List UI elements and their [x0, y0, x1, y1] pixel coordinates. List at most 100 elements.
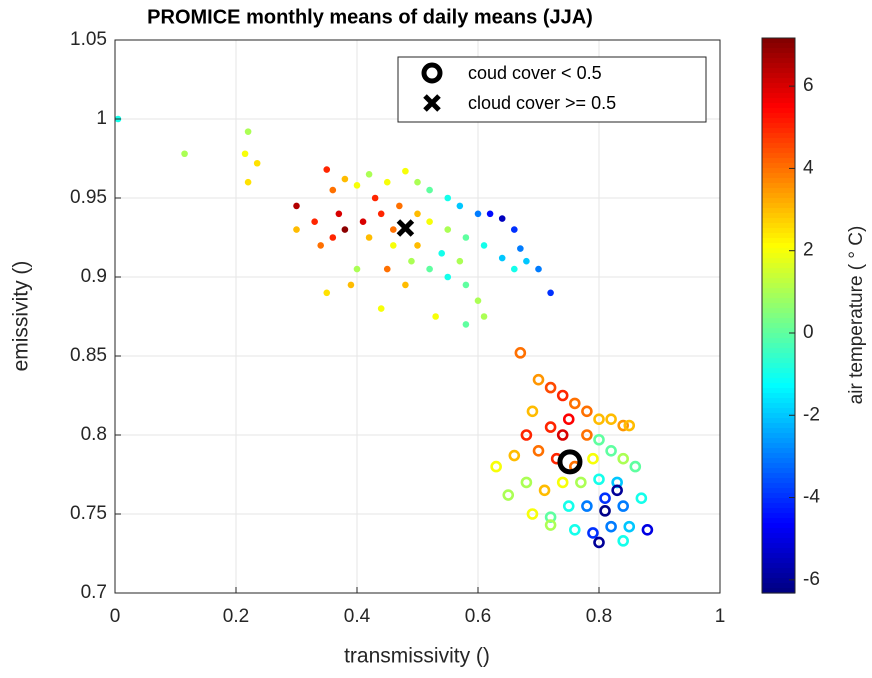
- point: [526, 405, 539, 418]
- point: [414, 178, 421, 186]
- plot-area: [115, 40, 720, 593]
- colorbar-swatch: [762, 168, 795, 174]
- colorbar-swatch: [762, 313, 795, 319]
- point: [456, 202, 464, 210]
- colorbar-swatch: [762, 273, 795, 279]
- colorbar-swatch: [762, 258, 795, 264]
- point: [353, 265, 361, 273]
- colorbar-tick-label: 2: [803, 240, 814, 261]
- colorbar-swatch: [762, 463, 795, 469]
- colorbar-swatch: [762, 408, 795, 414]
- colorbar-swatch: [762, 293, 795, 299]
- colorbar-swatch: [762, 468, 795, 474]
- colorbar-swatch: [762, 568, 795, 574]
- colorbar-swatch: [762, 528, 795, 534]
- colorbar-swatch: [762, 403, 795, 409]
- colorbar-swatch: [762, 543, 795, 549]
- point: [544, 421, 557, 433]
- point: [432, 313, 439, 320]
- colorbar-swatch: [762, 523, 795, 529]
- point: [396, 202, 403, 210]
- point: [568, 397, 581, 410]
- point: [623, 520, 636, 533]
- colorbar-swatch: [762, 583, 795, 589]
- colorbar-swatch: [762, 243, 795, 249]
- y-tick-label: 1: [96, 108, 107, 129]
- colorbar-swatch: [762, 43, 795, 49]
- colorbar-swatch: [762, 573, 795, 579]
- colorbar-swatch: [762, 128, 795, 134]
- colorbar-swatch: [762, 318, 795, 324]
- colorbar-swatch: [762, 418, 795, 424]
- colorbar-swatch: [762, 423, 795, 429]
- point: [617, 535, 630, 547]
- colorbar-swatch: [762, 233, 795, 239]
- point: [556, 429, 569, 441]
- colorbar-swatch: [762, 78, 795, 84]
- point: [498, 215, 506, 222]
- y-tick-label: 0.7: [81, 582, 107, 603]
- point: [383, 265, 391, 273]
- colorbar-swatch: [762, 398, 795, 404]
- colorbar-tick-label: 4: [803, 157, 814, 178]
- colorbar-swatch: [762, 353, 795, 359]
- legend-label: coud cover < 0.5: [468, 63, 602, 83]
- point: [556, 476, 569, 489]
- point: [593, 433, 605, 446]
- point: [317, 242, 325, 249]
- colorbar-swatch: [762, 333, 795, 339]
- colorbar-swatch: [762, 373, 795, 379]
- legend-symbol: [421, 62, 443, 84]
- colorbar-swatch: [762, 133, 795, 139]
- colorbar-swatch: [762, 208, 795, 214]
- point: [486, 210, 494, 218]
- point: [244, 178, 252, 186]
- colorbar-swatch: [762, 58, 795, 64]
- colorbar-swatch: [762, 53, 795, 59]
- colorbar-tick-label: -4: [803, 487, 820, 508]
- colorbar-swatch: [762, 548, 795, 554]
- colorbar-swatch: [762, 483, 795, 489]
- point: [353, 182, 361, 189]
- colorbar-swatch: [762, 493, 795, 499]
- point: [587, 452, 599, 465]
- y-tick-label: 0.85: [70, 345, 107, 366]
- y-tick-label: 0.8: [81, 424, 107, 445]
- point: [426, 186, 433, 194]
- colorbar-swatch: [762, 498, 795, 504]
- colorbar-swatch: [762, 363, 795, 369]
- point: [377, 210, 385, 218]
- point: [556, 389, 569, 402]
- point: [581, 429, 593, 441]
- y-axis-label: emissivity (): [10, 261, 33, 372]
- point: [599, 505, 611, 517]
- point: [377, 305, 385, 312]
- legend-box: [397, 56, 707, 123]
- point: [562, 500, 575, 512]
- point: [514, 347, 527, 359]
- colorbar-swatch: [762, 538, 795, 544]
- colorbar-swatch: [762, 443, 795, 449]
- point: [611, 484, 623, 497]
- colorbar-swatch: [762, 303, 795, 309]
- point: [617, 419, 630, 432]
- point: [444, 226, 452, 233]
- colorbar-tick-label: -6: [803, 569, 820, 590]
- colorbar-swatch: [762, 153, 795, 159]
- colorbar-swatch: [762, 103, 795, 109]
- point: [390, 242, 397, 249]
- colorbar-swatch: [762, 513, 795, 519]
- x-tick-label: 0: [110, 606, 121, 627]
- colorbar-swatch: [762, 478, 795, 484]
- point: [593, 413, 605, 426]
- colorbar-swatch: [762, 113, 795, 119]
- x-tick-label: 0.8: [586, 606, 612, 627]
- point: [526, 508, 539, 520]
- point: [535, 265, 542, 273]
- point: [335, 210, 343, 218]
- point: [520, 429, 533, 441]
- colorbar-swatch: [762, 533, 795, 539]
- colorbar-swatch: [762, 48, 795, 54]
- colorbar-swatch: [762, 263, 795, 269]
